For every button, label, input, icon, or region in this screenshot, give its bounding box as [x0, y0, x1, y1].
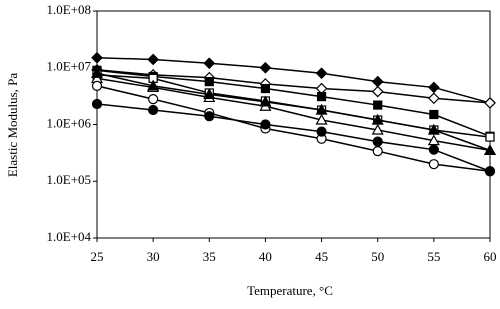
marker [485, 132, 495, 142]
marker [484, 166, 496, 177]
x-tick-label: 35 [203, 249, 216, 264]
marker [372, 136, 383, 147]
series-line [96, 69, 491, 137]
marker [483, 144, 497, 155]
marker [260, 119, 271, 130]
marker [204, 77, 214, 87]
marker [316, 92, 327, 102]
y-tick-label: 1.0E+06 [46, 115, 91, 130]
y-tick-label: 1.0E+08 [46, 2, 91, 17]
marker [315, 113, 328, 125]
y-tick-label: 1.0E+07 [46, 59, 91, 74]
marker [259, 95, 272, 107]
marker [316, 126, 327, 137]
marker [315, 67, 328, 80]
x-tick-label: 30 [147, 249, 160, 264]
x-tick-label: 45 [315, 249, 328, 264]
marker [428, 144, 439, 155]
series-line [96, 77, 491, 152]
marker [428, 81, 440, 94]
marker [203, 88, 216, 99]
marker [429, 109, 439, 120]
series-line [96, 103, 491, 172]
y-tick-label: 1.0E+04 [46, 229, 91, 244]
x-tick-label: 55 [427, 249, 440, 264]
marker [428, 159, 439, 170]
plot-frame [96, 10, 491, 239]
marker [371, 85, 384, 98]
marker [148, 104, 159, 116]
x-tick-label: 50 [371, 249, 384, 264]
marker [484, 97, 496, 109]
marker [372, 145, 383, 157]
marker [147, 53, 159, 66]
marker [91, 51, 103, 64]
marker [428, 92, 440, 105]
marker [148, 94, 159, 105]
y-axis-title: Elastic Modulus, Pa [5, 73, 20, 178]
marker [427, 123, 440, 135]
series-line [96, 69, 491, 104]
marker [371, 123, 384, 135]
marker [315, 103, 328, 115]
series-line [96, 72, 491, 152]
marker [371, 113, 384, 125]
marker [147, 79, 160, 91]
series-line [96, 57, 491, 104]
y-tick-label: 1.0E+05 [46, 172, 91, 187]
series-line [96, 85, 491, 173]
marker [204, 111, 215, 122]
marker [203, 57, 216, 70]
x-tick-label: 25 [91, 249, 104, 264]
marker [91, 80, 103, 91]
marker [371, 75, 384, 88]
x-axis-title: Temperature, °C [247, 283, 333, 298]
marker [259, 61, 272, 74]
marker [91, 98, 103, 110]
marker [373, 100, 383, 110]
x-tick-label: 40 [259, 249, 272, 264]
marker [260, 83, 271, 94]
x-tick-label: 60 [484, 249, 497, 264]
marker [90, 67, 104, 78]
